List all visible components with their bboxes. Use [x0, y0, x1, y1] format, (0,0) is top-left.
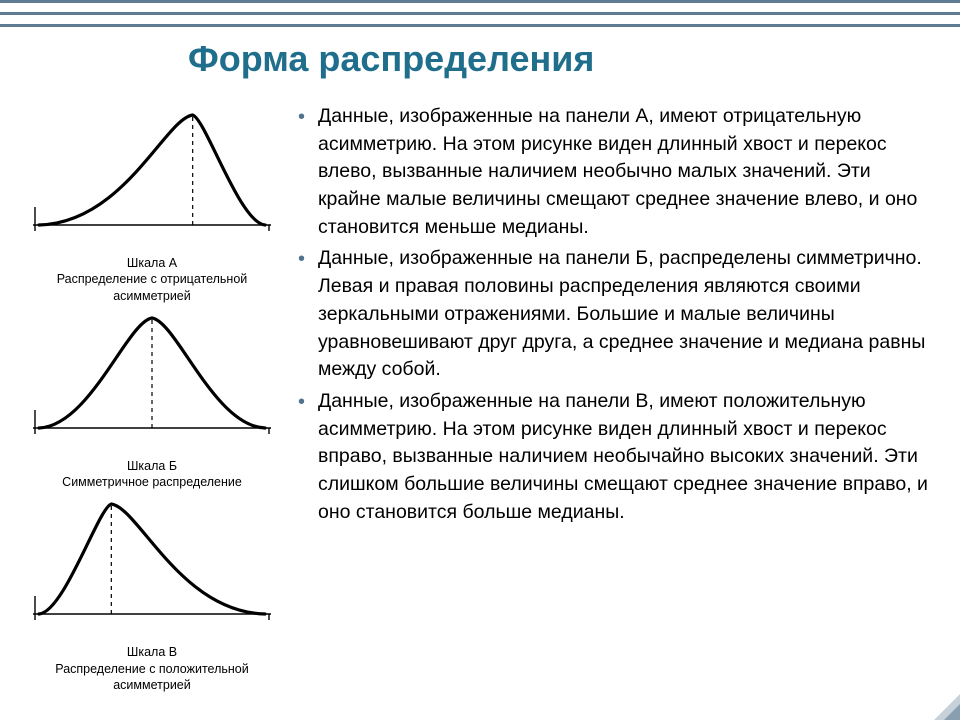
title-band: Форма распределения [0, 27, 960, 91]
chart-label: Шкала А [18, 255, 286, 271]
chart-caption: Распределение с отрицательной асимметрие… [18, 271, 286, 304]
text-column: Данные, изображенные на панели А, имеют … [286, 103, 932, 693]
chart-caption: Распределение с положительной асимметрие… [18, 661, 286, 694]
chart-a: Шкала АРаспределение с отрицательной аси… [18, 103, 286, 304]
distribution-curve [27, 492, 277, 642]
stripe-gap [0, 3, 960, 12]
bullet-item: Данные, изображенные на панели Б, распре… [294, 245, 932, 383]
chart-label: Шкала В [18, 644, 286, 660]
content-area: Шкала АРаспределение с отрицательной аси… [0, 91, 960, 693]
charts-column: Шкала АРаспределение с отрицательной аси… [18, 103, 286, 693]
page-title: Форма распределения [188, 38, 594, 80]
distribution-curve [27, 306, 277, 456]
bullet-list: Данные, изображенные на панели А, имеют … [294, 103, 932, 526]
chart-label: Шкала Б [18, 458, 286, 474]
corner-decoration [934, 694, 960, 720]
bullet-item: Данные, изображенные на панели А, имеют … [294, 103, 932, 241]
bullet-item: Данные, изображенные на панели В, имеют … [294, 388, 932, 526]
stripe-gap [0, 15, 960, 24]
chart-caption: Симметричное распределение [18, 474, 286, 490]
header-stripes [0, 0, 960, 27]
distribution-curve [27, 103, 277, 253]
chart-c: Шкала ВРаспределение с положительной аси… [18, 492, 286, 693]
chart-b: Шкала БСимметричное распределение [18, 306, 286, 491]
